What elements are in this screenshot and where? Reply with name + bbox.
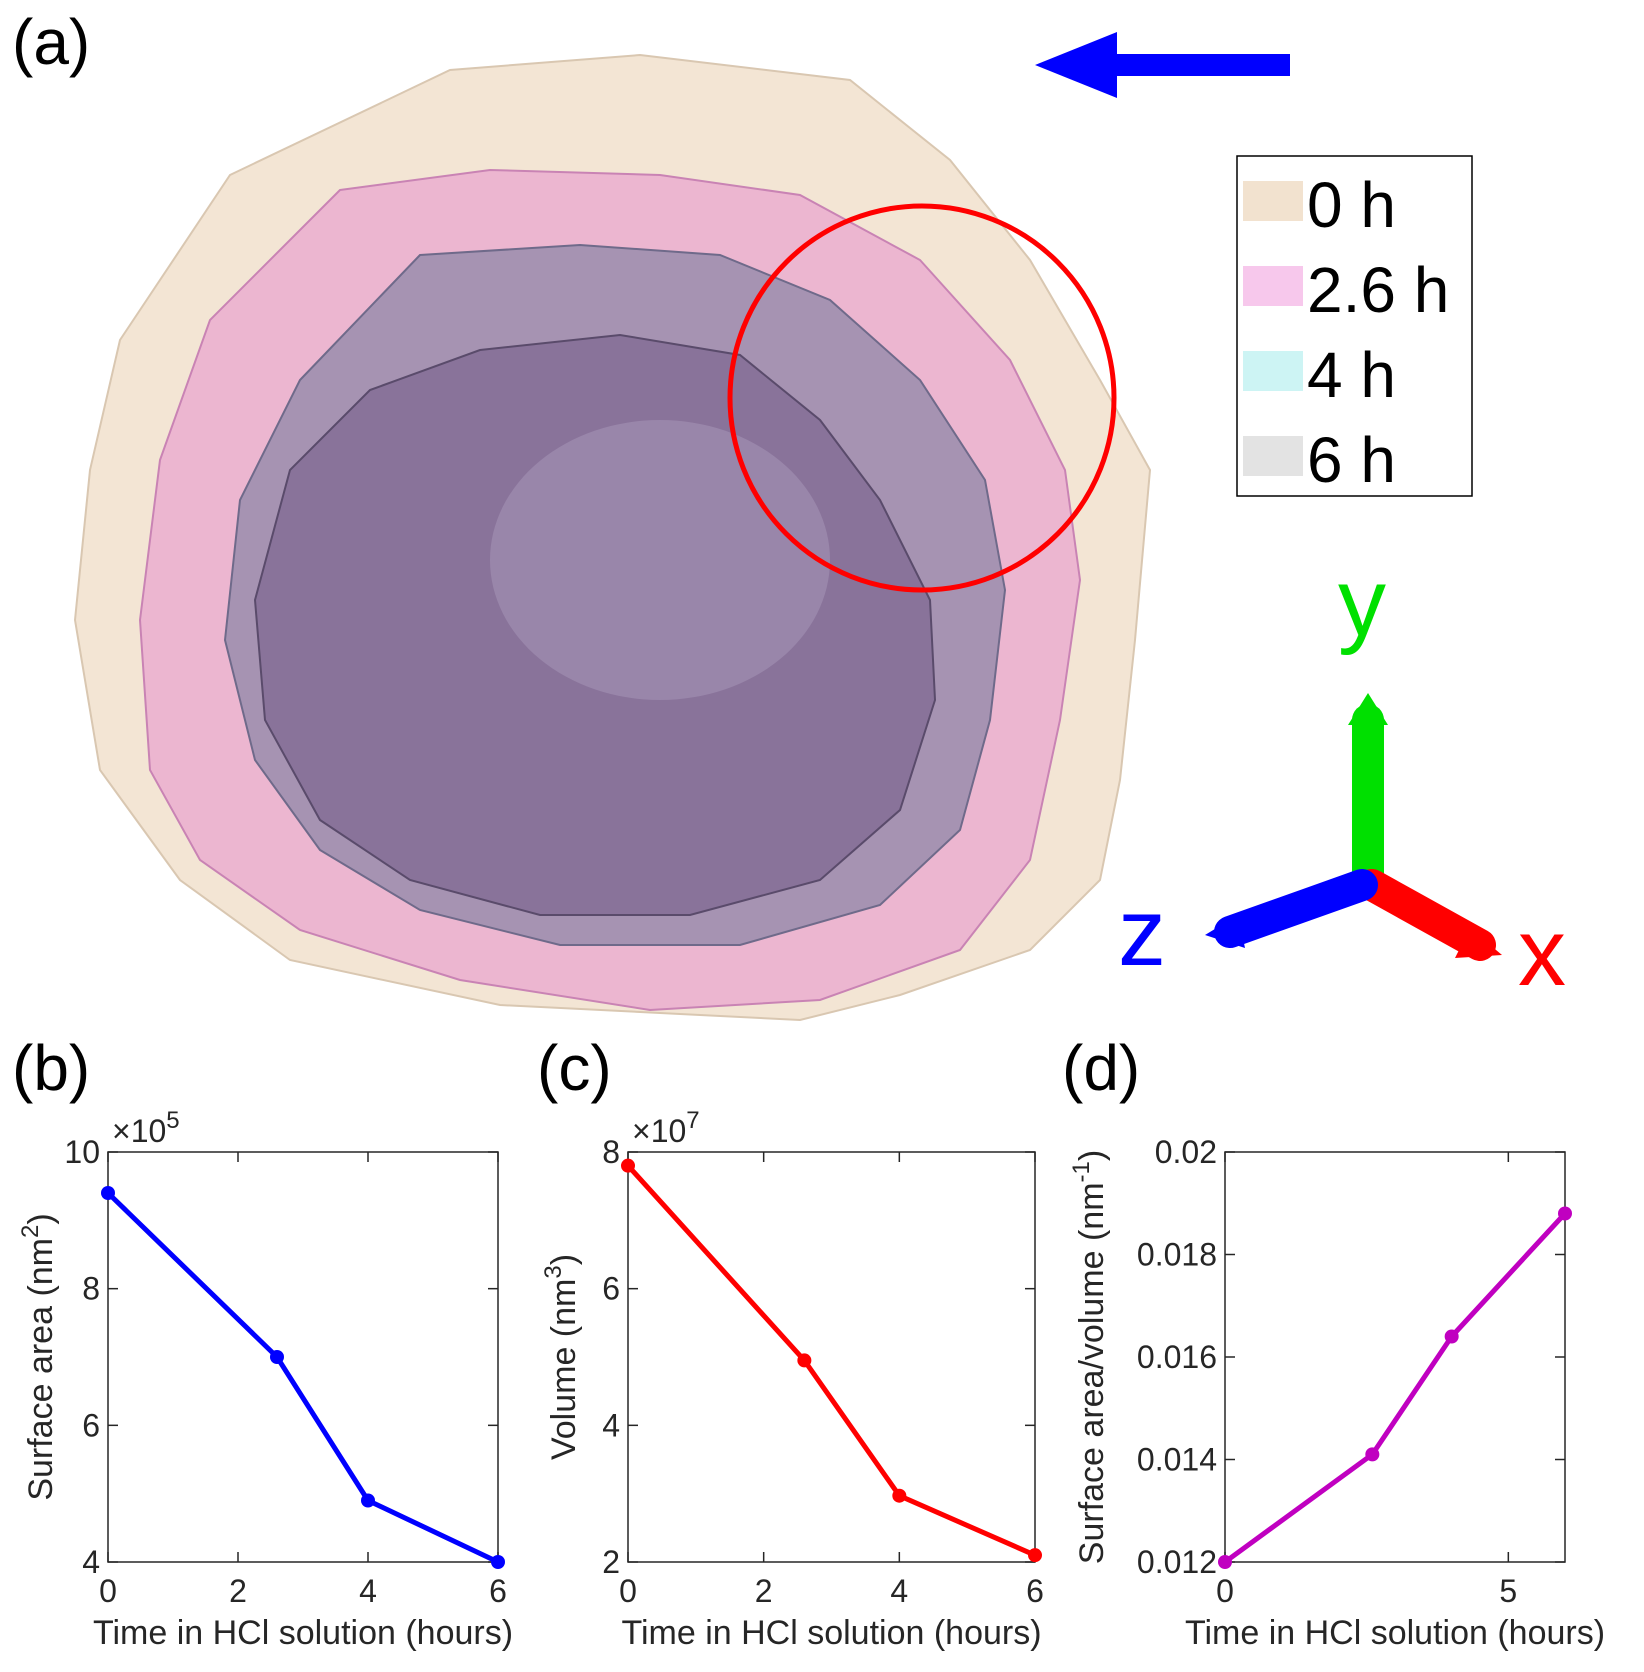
highlight-circle xyxy=(727,203,1117,593)
y-tick-label: 0.014 xyxy=(1137,1442,1217,1478)
x-tick-label: 5 xyxy=(1499,1573,1517,1609)
data-point xyxy=(892,1488,907,1503)
triad-x-arrowhead xyxy=(1455,928,1502,958)
shell-6h xyxy=(253,333,937,916)
y-tick-label: 0.012 xyxy=(1137,1544,1217,1580)
x-tick-label: 2 xyxy=(755,1573,773,1609)
data-point xyxy=(1365,1447,1380,1462)
panel-a-label: (a) xyxy=(12,6,90,78)
triad-z-label: z xyxy=(1118,879,1166,986)
series-line xyxy=(626,1163,1037,1558)
y-tick-label: 8 xyxy=(602,1134,620,1170)
y-tick-label: 0.018 xyxy=(1137,1237,1217,1273)
y-axis-label: Volume (nm3) xyxy=(540,1254,583,1460)
legend-swatch xyxy=(1243,436,1303,476)
triad-z-axis xyxy=(1214,869,1378,948)
x-tick-label: 6 xyxy=(1026,1573,1044,1609)
legend-swatch xyxy=(1243,266,1303,306)
x-tick-label: 6 xyxy=(489,1573,507,1609)
y-axis-label: Surface area/volume (nm-1) xyxy=(1068,1150,1111,1564)
data-point xyxy=(621,1158,635,1173)
x-tick-label: 0 xyxy=(619,1573,637,1609)
triad-y-label: y xyxy=(1338,549,1386,656)
x-tick-label: 2 xyxy=(229,1573,247,1609)
chart-surface-to-volume: 0 5 0.012 0.014 0.016 0.018 0.02 Time in HCl so… xyxy=(1068,1134,1605,1652)
triad-x-axis xyxy=(1356,869,1496,961)
y-tick-label: 10 xyxy=(64,1134,100,1170)
chart-surface-area: 0 2 4 6 4 6 8 10 ×105 Time in HCl solution (hours… xyxy=(17,1107,513,1652)
data-point xyxy=(797,1353,812,1368)
legend-entry-0h: 0 h xyxy=(1243,169,1396,241)
y-axis-label: Surface area (nm2) xyxy=(17,1213,60,1500)
y-tick-label: 4 xyxy=(602,1407,620,1443)
legend-entry-2-6h: 2.6 h xyxy=(1243,254,1449,326)
panel-c-label: (c) xyxy=(537,1032,612,1104)
data-point xyxy=(1218,1555,1232,1569)
x-tick-label: 4 xyxy=(890,1573,908,1609)
legend-swatch xyxy=(1243,351,1303,391)
x-tick-label: 0 xyxy=(99,1573,117,1609)
x-tick-label: 0 xyxy=(1216,1573,1234,1609)
x-axis-label: Time in HCl solution (hours) xyxy=(621,1614,1041,1652)
x-tick-label: 4 xyxy=(359,1573,377,1609)
triad-z-arrowhead xyxy=(1205,915,1245,948)
legend-swatch xyxy=(1243,181,1303,221)
surface-highlight xyxy=(490,420,830,700)
data-point xyxy=(491,1555,505,1569)
data-point xyxy=(1558,1206,1572,1221)
legend-entry-6h: 6 h xyxy=(1243,424,1396,496)
direction-arrow-shaft xyxy=(1085,54,1290,76)
data-point xyxy=(361,1493,375,1508)
direction-arrow xyxy=(1035,32,1290,98)
direction-arrow-head xyxy=(1035,32,1117,98)
data-point xyxy=(270,1350,284,1364)
legend-label: 0 h xyxy=(1307,169,1396,241)
triad-x-label: x xyxy=(1518,899,1566,1006)
plot-frame xyxy=(1224,1151,1566,1563)
axes-triad: y x z xyxy=(1118,549,1566,1006)
particle-rendering xyxy=(73,53,1152,1022)
x-axis-label: Time in HCl solution (hours) xyxy=(1185,1614,1605,1652)
x-axis-label: Time in HCl solution (hours) xyxy=(93,1614,513,1652)
legend-entry-4h: 4 h xyxy=(1243,339,1396,411)
y-exponent-label: ×105 xyxy=(112,1107,180,1149)
legend: 0 h 2.6 h 4 h 6 h xyxy=(1236,155,1473,497)
legend-label: 2.6 h xyxy=(1307,254,1449,326)
y-tick-label: 6 xyxy=(82,1407,100,1443)
panel-d-label: (d) xyxy=(1062,1032,1140,1104)
y-tick-label: 2 xyxy=(602,1544,620,1580)
y-tick-label: 0.02 xyxy=(1155,1134,1217,1170)
plot-frame xyxy=(627,1151,1036,1563)
plot-frame xyxy=(107,1151,499,1563)
y-tick-label: 4 xyxy=(82,1544,100,1580)
data-point xyxy=(101,1186,115,1200)
triad-y-arrowhead xyxy=(1348,693,1388,725)
y-tick-label: 8 xyxy=(82,1271,100,1307)
panel-b-label: (b) xyxy=(12,1032,90,1104)
legend-label: 6 h xyxy=(1307,424,1396,496)
y-tick-label: 6 xyxy=(602,1271,620,1307)
series-line xyxy=(1223,1211,1567,1565)
legend-label: 4 h xyxy=(1307,339,1396,411)
data-point xyxy=(1444,1329,1459,1344)
y-exponent-label: ×107 xyxy=(632,1107,700,1149)
series-line xyxy=(106,1191,500,1565)
panel-a: (a) 0 h 2. xyxy=(12,6,1566,1022)
y-tick-label: 0.016 xyxy=(1137,1339,1217,1375)
data-point xyxy=(1028,1548,1042,1563)
